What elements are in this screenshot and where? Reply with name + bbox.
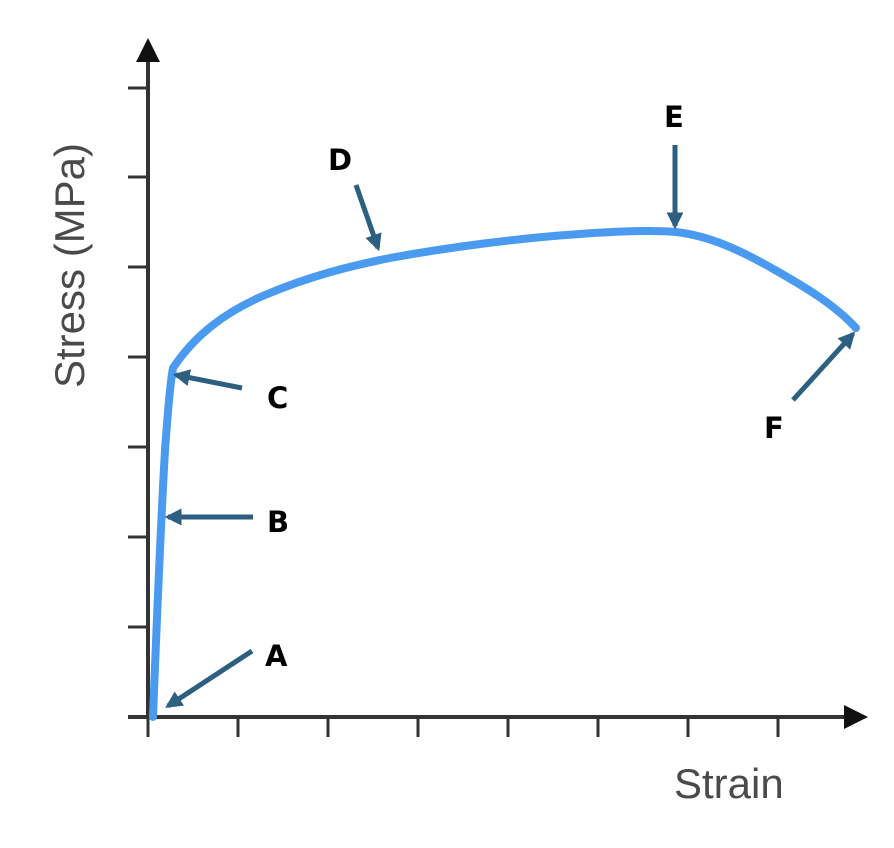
label-C: C xyxy=(267,381,288,415)
label-E: E xyxy=(664,100,684,134)
x-axis-arrowhead-icon xyxy=(844,705,868,729)
arrow-A-icon xyxy=(165,648,254,709)
y-axis-ticks xyxy=(128,86,148,719)
stress-strain-curve xyxy=(149,226,860,721)
arrow-D-icon xyxy=(353,184,382,252)
label-F: F xyxy=(764,411,784,445)
label-D: D xyxy=(328,143,352,177)
y-axis-arrowhead-icon xyxy=(136,38,160,62)
x-axis-title: Strain xyxy=(674,760,784,807)
x-axis-ticks xyxy=(146,717,780,737)
x-axis xyxy=(128,705,868,737)
label-B: B xyxy=(267,505,289,539)
annotation-arrows xyxy=(164,145,856,709)
arrow-C-icon xyxy=(172,369,243,391)
label-A: A xyxy=(265,639,288,673)
y-axis-title: Stress (MPa) xyxy=(46,143,93,388)
arrow-F-icon xyxy=(791,331,856,402)
